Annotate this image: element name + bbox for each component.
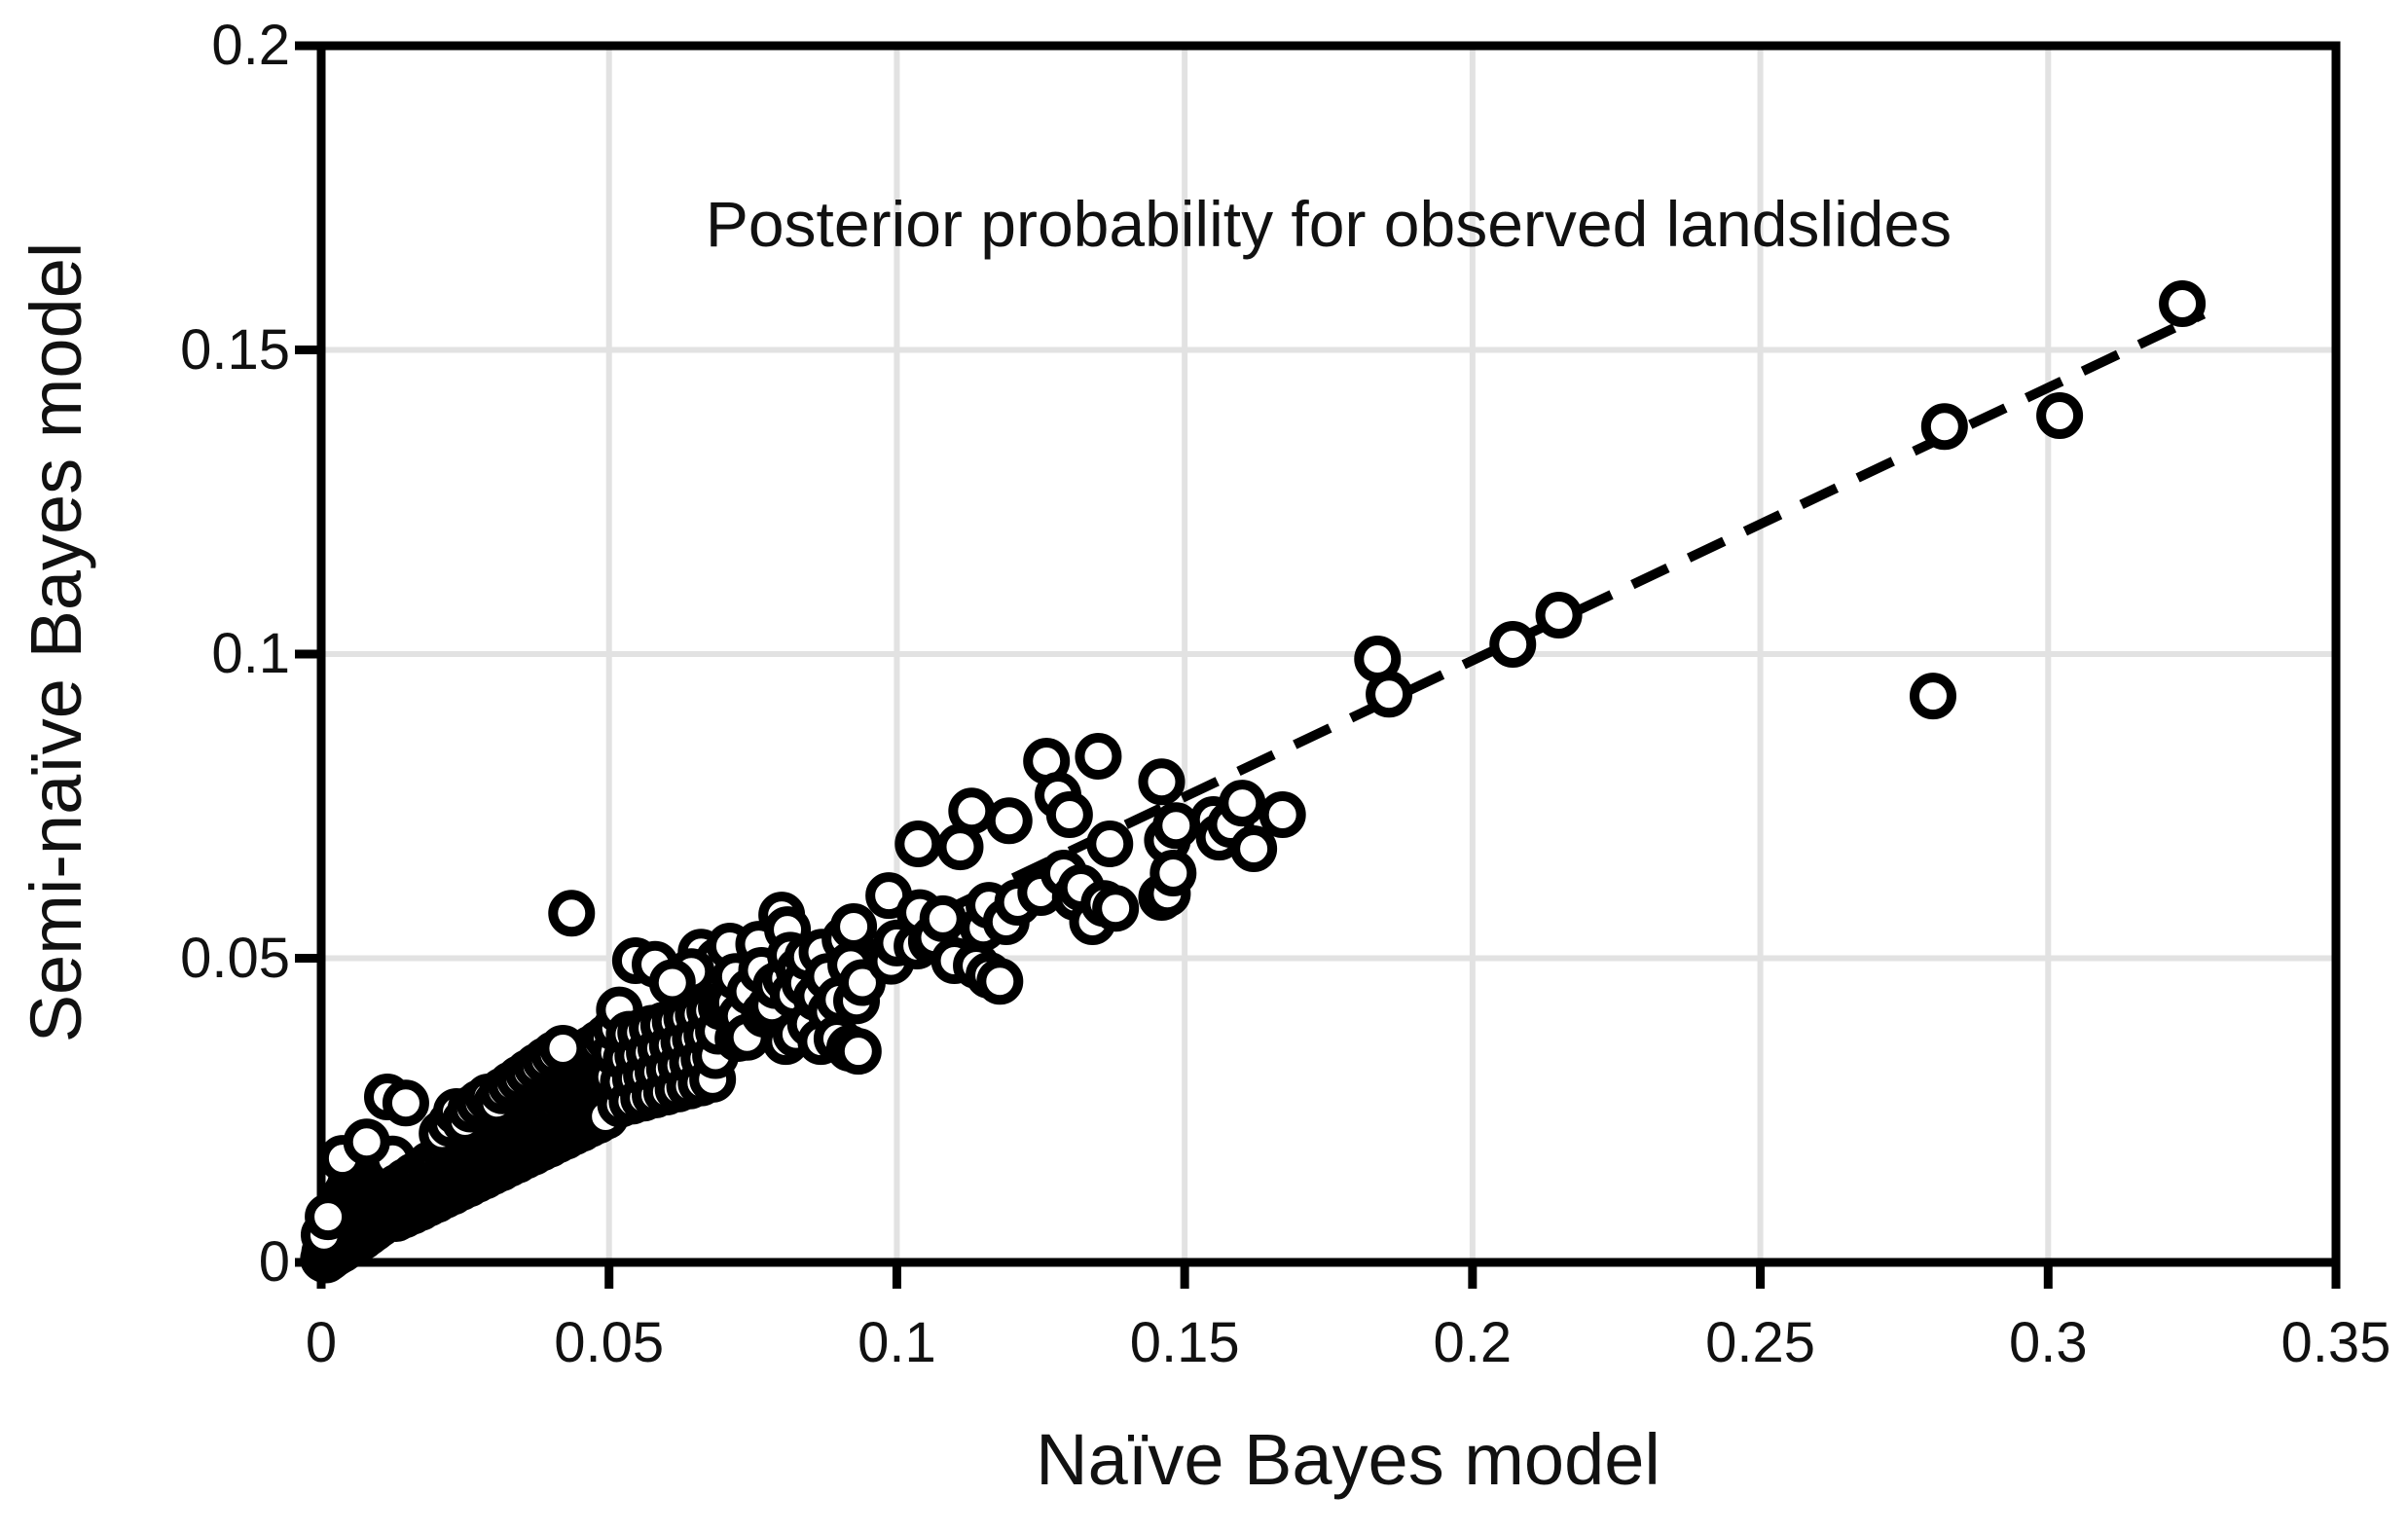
data-point xyxy=(1535,592,1583,638)
data-point xyxy=(305,1193,352,1241)
tick-marks xyxy=(295,41,2341,1289)
x-tick-label: 0.3 xyxy=(2008,1311,2088,1374)
data-point xyxy=(548,890,596,937)
data-point xyxy=(2159,280,2207,327)
data-point xyxy=(1138,758,1186,806)
data-point xyxy=(1086,821,1134,867)
x-tick-label: 0.25 xyxy=(1705,1311,1816,1374)
data-point xyxy=(1045,791,1093,838)
data-point xyxy=(1259,791,1306,838)
data-point xyxy=(919,894,967,942)
data-point xyxy=(1152,802,1200,850)
x-tick-label: 0.2 xyxy=(1433,1311,1513,1374)
data-point xyxy=(1149,850,1197,896)
x-tick-label: 0.1 xyxy=(857,1311,936,1374)
y-axis-title: Semi-naïve Bayes model xyxy=(16,241,96,1043)
data-point xyxy=(985,797,1033,845)
x-tick-label: 0.15 xyxy=(1129,1311,1240,1374)
y-tick-label: 0 xyxy=(258,1230,290,1294)
data-point xyxy=(1910,673,1956,720)
data-point xyxy=(894,821,942,867)
data-point xyxy=(1366,671,1413,718)
data-point xyxy=(382,1079,429,1127)
data-point xyxy=(976,958,1024,1005)
x-tick-label: 0 xyxy=(305,1311,338,1374)
scatter-points xyxy=(300,280,2207,1284)
y-tick-label: 0.1 xyxy=(211,622,290,685)
data-point xyxy=(830,903,878,950)
data-point xyxy=(1219,780,1266,827)
y-tick-label: 0.05 xyxy=(180,926,290,990)
data-point xyxy=(539,1025,587,1072)
data-point xyxy=(1489,621,1537,668)
y-tick-label: 0.2 xyxy=(211,14,290,77)
x-axis-title: Naïve Bayes model xyxy=(1036,1419,1660,1500)
data-point xyxy=(1920,403,1968,451)
plot-border xyxy=(316,41,2341,1267)
data-point xyxy=(343,1118,390,1166)
data-point xyxy=(834,1028,882,1076)
data-point xyxy=(648,959,696,1006)
data-point xyxy=(1075,733,1122,780)
x-tick-label: 0.35 xyxy=(2280,1311,2391,1374)
x-tick-label: 0.05 xyxy=(554,1311,665,1374)
data-point xyxy=(2036,392,2084,439)
chart-title: Posterior probability for observed lands… xyxy=(705,188,1952,260)
data-point xyxy=(1230,825,1278,872)
y-tick-label: 0.15 xyxy=(180,317,290,382)
data-point xyxy=(1092,885,1140,932)
data-point xyxy=(948,787,996,835)
